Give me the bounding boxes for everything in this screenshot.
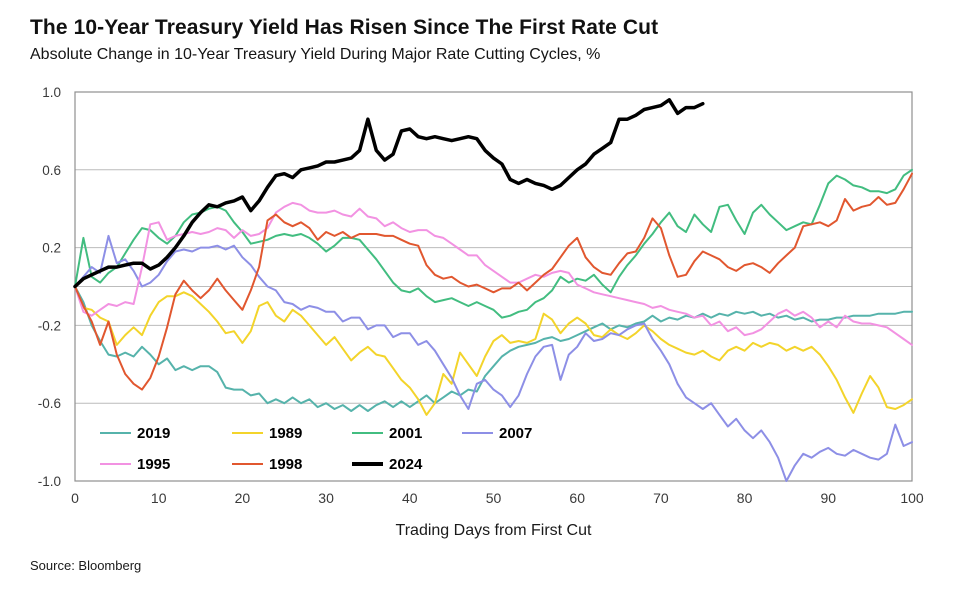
x-tick-label: 50 — [486, 490, 502, 506]
series-line-2019 — [74, 285, 913, 412]
y-tick-label: -0.6 — [38, 396, 61, 411]
y-tick-label: -1.0 — [38, 474, 61, 489]
x-tick-label: 20 — [235, 490, 251, 506]
series-line-2024 — [73, 98, 705, 289]
chart-subtitle: Absolute Change in 10-Year Treasury Yiel… — [30, 46, 601, 63]
series-line-1995 — [74, 201, 913, 346]
y-tick-label: 0.2 — [42, 241, 61, 256]
x-axis-title: Trading Days from First Cut — [395, 522, 592, 539]
x-tick-label: 70 — [653, 490, 669, 506]
y-tick-label: 0.6 — [42, 163, 61, 178]
y-tick-label: -0.2 — [38, 318, 61, 333]
x-tick-label: 100 — [900, 490, 924, 506]
x-tick-label: 80 — [737, 490, 753, 506]
y-tick-label: 1.0 — [42, 85, 61, 100]
page-title: The 10-Year Treasury Yield Has Risen Sin… — [30, 16, 659, 39]
x-tick-label: 60 — [569, 490, 585, 506]
x-tick-label: 30 — [318, 490, 334, 506]
series-line-2007 — [74, 234, 913, 482]
x-tick-label: 0 — [71, 490, 79, 506]
x-tick-label: 40 — [402, 490, 418, 506]
series-line-1989 — [74, 285, 913, 416]
series-line-2001 — [74, 168, 913, 319]
x-tick-label: 90 — [821, 490, 837, 506]
x-tick-label: 10 — [151, 490, 167, 506]
source-note: Source: Bloomberg — [30, 558, 142, 573]
series-line-1998 — [74, 172, 913, 391]
